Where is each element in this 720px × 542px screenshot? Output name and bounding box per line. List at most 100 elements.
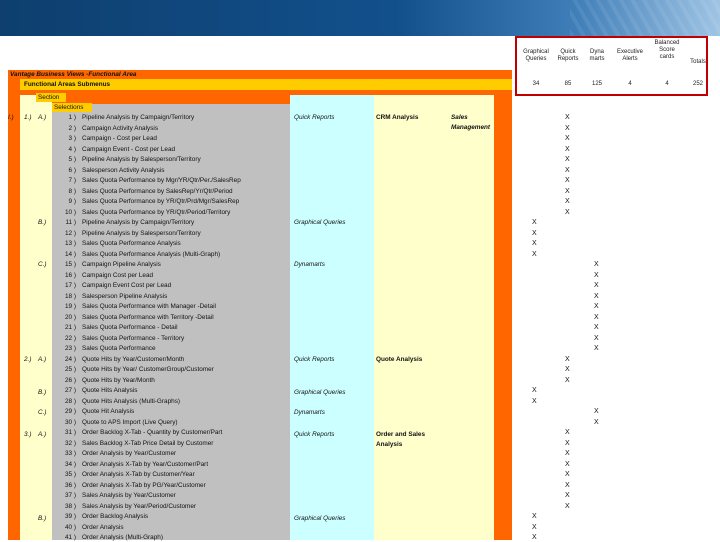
report-name: Quote Hits by Year/ CustomerGroup/Custom… [82, 366, 214, 373]
row-number: 3 ) [68, 135, 76, 142]
report-type: Quick Reports [294, 431, 335, 438]
inclusion-mark: X [532, 219, 537, 226]
row-number: 22 ) [64, 334, 76, 342]
group-label: 3.) [24, 431, 32, 438]
row-number: 4 ) [68, 145, 76, 153]
inclusion-mark: X [532, 250, 537, 258]
row-number: 23 ) [64, 345, 76, 352]
row-number: 26 ) [64, 376, 76, 384]
inclusion-mark: X [594, 271, 599, 279]
report-type: Graphical Queries [294, 219, 346, 226]
module-name: CRM Analysis [376, 114, 419, 121]
report-name: Order Backlog X-Tab - Quantity by Custom… [82, 429, 223, 436]
inclusion-mark: X [594, 292, 599, 300]
inclusion-mark: X [565, 502, 570, 510]
subgroup-label: B.) [38, 515, 47, 522]
report-name: Sales Analysis by Year/Period/Customer [82, 502, 197, 510]
report-name: Sales Quota Performance with Manager -De… [82, 303, 216, 310]
report-name: Sales Quota Performance Analysis [82, 240, 181, 247]
subgroup-label: B.) [38, 219, 47, 226]
row-number: 8 ) [68, 187, 76, 195]
row-number: 9 ) [68, 198, 76, 205]
group-column [20, 95, 52, 540]
header-label: Balanced Score cards [654, 40, 680, 60]
selections-panel [52, 104, 290, 540]
report-name: Sales Quota Performance by YR/Qtr/Prd/Mg… [82, 198, 240, 205]
row-number: 41 ) [64, 534, 76, 541]
header-label: Dyna marts [589, 49, 605, 62]
inclusion-mark: X [565, 166, 570, 174]
row-number: 35 ) [64, 471, 76, 478]
report-name: Sales Analysis by Year/Customer [82, 492, 176, 499]
report-name: Order Analysis X-Tab by PG/Year/Customer [82, 481, 206, 489]
inclusion-mark: X [565, 429, 570, 436]
inclusion-mark: X [565, 450, 570, 457]
row-number: 33 ) [64, 450, 76, 457]
row-number: 13 ) [64, 240, 76, 247]
main-title: Vantage Business Views -Functional Area [10, 71, 137, 78]
group-label: I.) [8, 114, 14, 121]
inclusion-mark: X [565, 145, 570, 153]
group-label: 1.) [24, 114, 32, 121]
report-name: Sales Quota Performance [82, 345, 156, 352]
report-name: Pipeline Analysis by Campaign/Territory [82, 114, 195, 121]
report-name: Order Analysis (Multi-Graph) [82, 534, 163, 541]
inclusion-mark: X [594, 418, 599, 426]
report-name: Order Analysis X-Tab by Year/Customer/Pa… [82, 460, 209, 468]
report-name: Order Backlog Analysis [82, 513, 149, 520]
inclusion-mark: X [565, 114, 570, 121]
subgroup-label: C.) [38, 261, 47, 268]
subgroup-label: A.) [38, 356, 47, 363]
report-name: Sales Quota Performance Analysis (Multi-… [82, 250, 221, 258]
title-band [8, 70, 512, 79]
inclusion-mark: X [565, 198, 570, 205]
header-label: Totals [690, 59, 706, 65]
inclusion-mark: X [565, 471, 570, 478]
row-number: 24 ) [64, 355, 76, 363]
report-name: Sales Quota Performance by YR/Qtr/Period… [82, 208, 231, 216]
row-number: 19 ) [64, 303, 76, 310]
report-name: Campaign Cost per Lead [82, 271, 154, 279]
inclusion-mark: X [565, 177, 570, 184]
module-column [374, 95, 448, 540]
selections-label: Selections [54, 104, 84, 111]
report-name: Campaign - Cost per Lead [82, 135, 157, 142]
header-total: 252 [692, 81, 703, 87]
row-number: 39 ) [64, 513, 76, 520]
subgroup-label: A.) [38, 431, 47, 438]
row-number: 40 ) [64, 523, 76, 531]
inclusion-mark: X [565, 460, 570, 468]
inclusion-mark: X [565, 124, 570, 132]
row-number: 17 ) [64, 282, 76, 289]
row-number: 37 ) [64, 492, 76, 499]
row-number: 29 ) [64, 408, 76, 415]
subgroup-label: C.) [38, 409, 47, 416]
report-name: Pipeline Analysis by Campaign/Territory [82, 219, 195, 226]
report-name: Quote Hits Analysis (Multi-Graphs) [82, 397, 181, 405]
report-type: Graphical Queries [294, 389, 346, 396]
report-type: Graphical Queries [294, 515, 346, 522]
report-name: Quote Hits Analysis [82, 387, 138, 394]
inclusion-mark: X [594, 334, 599, 342]
row-number: 5 ) [68, 156, 76, 163]
totals-highlight-box [515, 36, 708, 96]
report-name: Campaign Pipeline Analysis [82, 261, 161, 268]
top-banner [0, 0, 720, 36]
report-type: Dynamarts [294, 409, 325, 416]
row-number: 32 ) [64, 439, 76, 447]
inclusion-mark: X [565, 481, 570, 489]
area-name: Sales [451, 114, 468, 121]
report-name: Salesperson Pipeline Analysis [82, 292, 168, 300]
header-label: Executive Alerts [616, 49, 643, 62]
inclusion-mark: X [594, 303, 599, 310]
module-name: Analysis [376, 441, 403, 448]
report-name: Order Analysis [82, 523, 124, 531]
inclusion-mark: X [532, 534, 537, 541]
report-name: Sales Quota Performance - Territory [82, 334, 185, 342]
header-total: 85 [564, 81, 572, 87]
selections-band [52, 103, 92, 112]
inclusion-mark: X [532, 240, 537, 247]
report-name: Campaign Event - Cost per Lead [82, 145, 176, 153]
row-number: 25 ) [64, 366, 76, 373]
inclusion-mark: X [594, 313, 599, 321]
